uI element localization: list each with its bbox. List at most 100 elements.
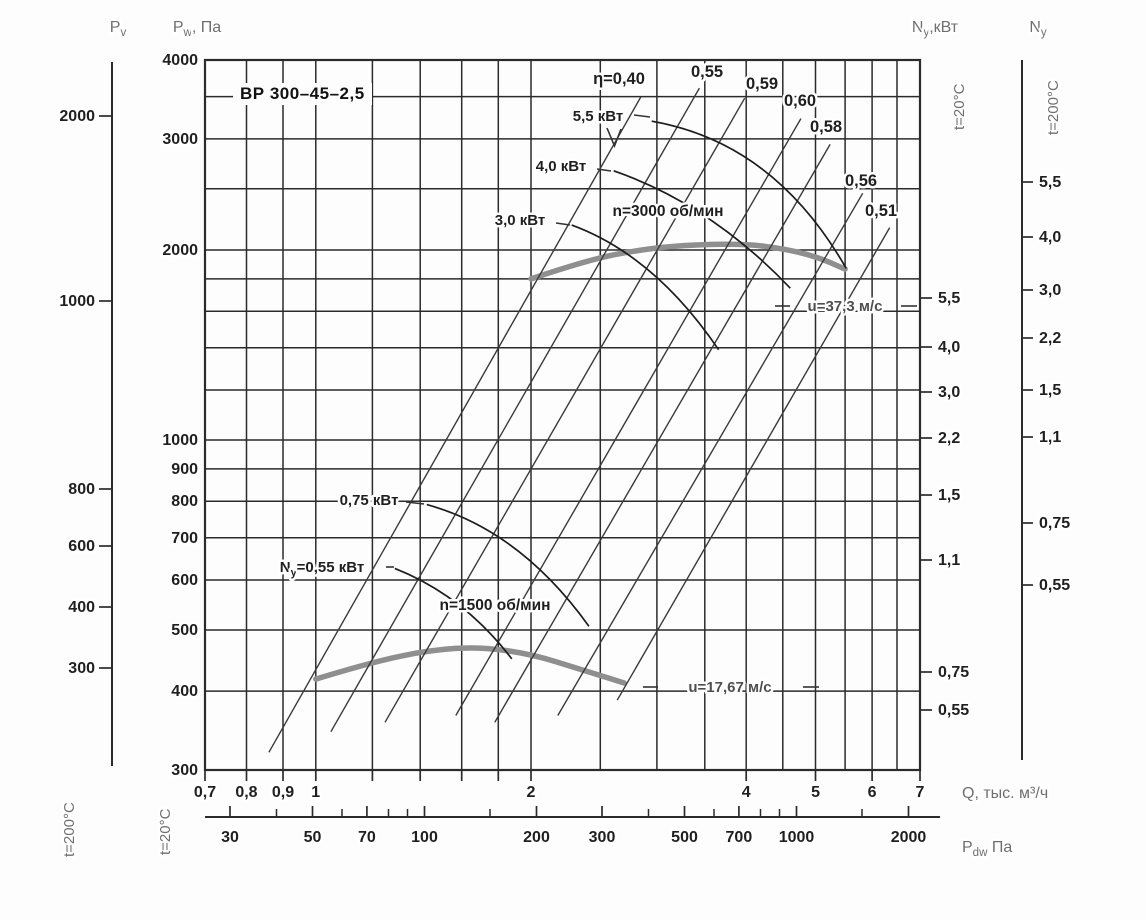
- pw-tick-label: 4000: [162, 52, 198, 69]
- pw-axis-header: Pw, Па: [173, 19, 221, 39]
- pdw-tick-label: 200: [523, 829, 550, 846]
- speed-curve-n1500: [313, 645, 627, 686]
- efficiency-lines: [268, 87, 891, 753]
- grid-vertical: [204, 60, 921, 770]
- pdw-axis-title: Pdw Па: [962, 839, 1012, 859]
- n20-tick-label: 0,55: [938, 702, 969, 719]
- pdw-tick-label: 100: [411, 829, 438, 846]
- q-tick-label: 7: [916, 784, 925, 801]
- n200-tick-label: 1,5: [1039, 382, 1061, 399]
- efficiency-line: [455, 118, 802, 716]
- n20-tick-label: 5,5: [938, 290, 960, 307]
- pdw-tick-label: 700: [726, 829, 753, 846]
- pdw-tick-label: 1000: [779, 829, 815, 846]
- power-label: 5,5 кВт: [573, 108, 624, 125]
- power-label: 4,0 кВт: [536, 158, 587, 175]
- u-label: u=37,3 м/с: [808, 298, 883, 315]
- pw-tick-label: 3000: [162, 131, 198, 148]
- pw-tick-label: 900: [171, 461, 198, 478]
- pdw-tick-label: 2000: [891, 829, 927, 846]
- power-curve: [571, 224, 720, 351]
- q-axis-title: Q, тыс. м³/ч: [962, 785, 1048, 802]
- power-curve: [394, 567, 513, 660]
- q-tick-label: 5: [811, 784, 820, 801]
- n20-tick-label: 0,75: [938, 664, 969, 681]
- pv-axis-header: Pv: [110, 19, 127, 39]
- leader-dash: [555, 222, 571, 226]
- curve-labels: η=0,40 0,55 0,59 0,60 0,58 0,56 0,51 5,5 кВт 4,0…: [277, 61, 899, 699]
- q-tick-label: 1: [311, 784, 320, 801]
- pw-tick-label: 300: [171, 762, 198, 779]
- n200-tick-label: 5,5: [1039, 174, 1061, 191]
- n20-tick-label: 2,2: [938, 430, 960, 447]
- efficiency-label: η=0,40: [593, 70, 645, 88]
- speed-curve-n3000: [528, 241, 848, 282]
- n20-tick-label: 1,5: [938, 487, 960, 504]
- n200-tick-label: 3,0: [1039, 282, 1061, 299]
- q-tick-label: 6: [868, 784, 877, 801]
- speed-curve-label: n=1500 об/мин: [439, 597, 550, 614]
- pdw-tick-label: 300: [589, 829, 616, 846]
- pw-tick-label: 2000: [162, 242, 198, 259]
- n20-tick-label: 3,0: [938, 384, 960, 401]
- pv-tick-label: 600: [68, 538, 95, 555]
- n20-axis-header: Ny,кВт: [912, 19, 959, 39]
- speed-curve-label: n=3000 об/мин: [612, 203, 723, 220]
- n200-tick-label: 2,2: [1039, 330, 1061, 347]
- pdw-tick-label: 50: [304, 829, 322, 846]
- efficiency-label: 0,59: [746, 75, 778, 93]
- efficiency-label: 0,51: [865, 202, 897, 220]
- q-tick-label: 2: [527, 784, 536, 801]
- plot-border: [203, 58, 922, 772]
- n20-tick-label: 4,0: [938, 339, 960, 356]
- pw-tick-label: 800: [171, 493, 198, 510]
- q-tick-label: 0,9: [272, 784, 294, 801]
- efficiency-label: 0,58: [810, 118, 842, 136]
- pv-tick-label: 300: [68, 660, 95, 677]
- n200-tick-label: 1,1: [1039, 429, 1061, 446]
- pw-tick-label: 600: [171, 572, 198, 589]
- u-label: u=17,67 м/с: [688, 679, 771, 696]
- pv-tick-label: 2000: [59, 108, 95, 125]
- efficiency-line: [494, 144, 831, 723]
- power-curve: [613, 169, 791, 289]
- axes: 4000 3000 2000 1000 900 800 700 600 500 400 300 200…: [57, 17, 1073, 862]
- pw-tick-label: 400: [171, 683, 198, 700]
- power-curve: [651, 120, 847, 269]
- grid-horizontal: [205, 59, 920, 771]
- pdw-tick-label: 70: [358, 829, 376, 846]
- q-tick-label: 4: [742, 784, 751, 801]
- n200-tick-label: 0,55: [1039, 577, 1070, 594]
- efficiency-line: [268, 96, 642, 753]
- q-tick-label: 0,8: [235, 784, 257, 801]
- efficiency-line: [330, 87, 701, 733]
- pw-tick-label: 500: [171, 622, 198, 639]
- temperature-label: t=200°C: [1045, 80, 1062, 135]
- n200-tick-label: 4,0: [1039, 229, 1061, 246]
- power-curves: [394, 120, 847, 660]
- q-tick-label: 0,7: [194, 784, 216, 801]
- n200-axis-header: Ny: [1029, 19, 1047, 39]
- pw-tick-label: 1000: [162, 432, 198, 449]
- power-label: 3,0 кВт: [495, 212, 546, 229]
- efficiency-label: 0,56: [845, 172, 877, 190]
- speed-curves: [313, 241, 848, 686]
- leader-dash: [596, 168, 612, 172]
- leader-dash: [405, 501, 425, 505]
- arrow-marker: [606, 127, 622, 149]
- efficiency-line: [557, 192, 864, 716]
- efficiency-label: 0,55: [691, 63, 723, 81]
- pv-tick-label: 800: [68, 481, 95, 498]
- power-label: 0,75 кВт: [340, 492, 399, 509]
- power-curve: [426, 503, 590, 627]
- temperature-label: t=20°C: [951, 83, 968, 130]
- power-label: Ny=0,55 кВт: [280, 559, 364, 579]
- pdw-tick-label: 30: [221, 829, 239, 846]
- chart-title: ВР 300–45–2,5: [233, 83, 372, 105]
- n200-tick-label: 0,75: [1039, 515, 1070, 532]
- temperature-label: t=20°C: [157, 808, 174, 855]
- efficiency-label: 0,60: [784, 92, 816, 110]
- pdw-tick-label: 500: [671, 829, 698, 846]
